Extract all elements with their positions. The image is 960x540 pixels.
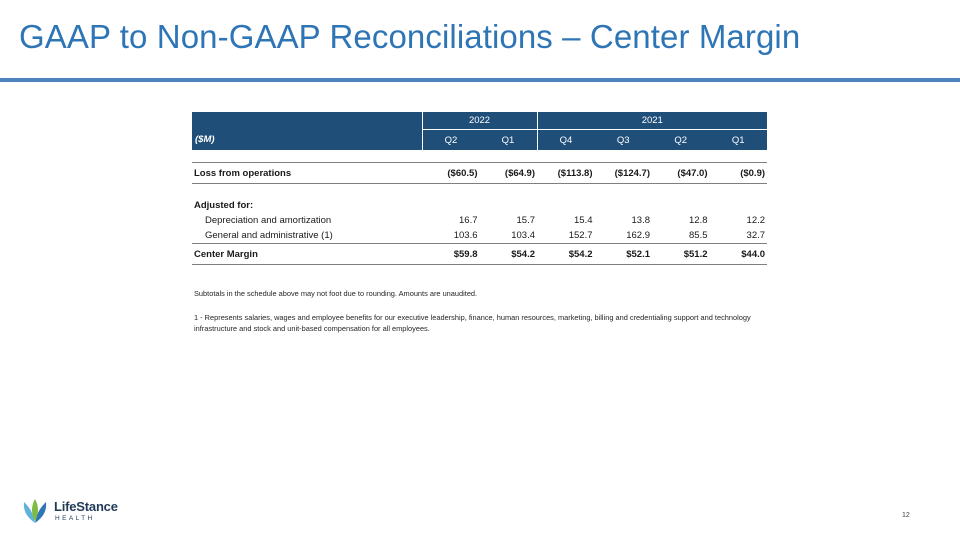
footnote-1: 1 - Represents salaries, wages and emplo… xyxy=(194,313,751,333)
cell-value: 15.7 xyxy=(516,215,536,226)
cell-value: 15.4 xyxy=(574,215,593,226)
year-2022-header: 2022 xyxy=(421,112,538,130)
cell-value: ($113.8) xyxy=(537,162,595,184)
cell-value: $54.2 xyxy=(479,243,538,265)
cell-value: $52.1 xyxy=(594,243,653,265)
cell-value: $59.8 xyxy=(422,243,480,265)
year-2021-header: 2021 xyxy=(536,112,768,130)
cell-value: 162.9 xyxy=(626,230,651,241)
cell-value: ($60.5) xyxy=(422,162,480,184)
quarter-header-row: ($M) Q2 Q1 Q4 Q3 Q2 Q1 xyxy=(192,129,768,150)
unit-label: ($M) xyxy=(192,129,422,150)
reconciliation-table: 2022 2021 ($M) Q2 Q1 Q4 Q3 Q2 Q1 Loss fr… xyxy=(192,112,768,265)
row-label: Depreciation and amortization xyxy=(205,215,332,226)
quarter-header: Q3 xyxy=(594,129,653,150)
table-row-loss-from-operations: Loss from operations ($60.5) ($64.9) ($1… xyxy=(192,162,768,184)
page-title: GAAP to Non-GAAP Reconciliations – Cente… xyxy=(19,18,801,55)
cell-value: $54.2 xyxy=(537,243,595,265)
cell-value: 13.8 xyxy=(631,215,651,226)
lifestance-leaf-icon xyxy=(23,499,47,523)
quarter-header: Q1 xyxy=(709,129,768,150)
quarter-header: Q1 xyxy=(479,129,538,150)
row-label: Loss from operations xyxy=(192,162,422,184)
cell-value: $44.0 xyxy=(709,243,768,265)
cell-value: ($64.9) xyxy=(479,162,538,184)
logo-brand-text: LifeStance xyxy=(54,499,118,514)
logo-sub-text: HEALTH xyxy=(55,515,95,522)
cell-value: 32.7 xyxy=(746,230,766,241)
rounding-note: Subtotals in the schedule above may not … xyxy=(194,289,478,298)
cell-value: 16.7 xyxy=(459,215,478,226)
cell-value: 103.4 xyxy=(511,230,536,241)
quarter-header: Q2 xyxy=(652,129,710,150)
adjusted-for-row: Adjusted for: xyxy=(192,198,767,213)
page-number: 12 xyxy=(902,512,910,519)
adjusted-for-label: Adjusted for: xyxy=(194,200,254,211)
quarter-header: Q4 xyxy=(536,129,595,150)
year-header-row: 2022 2021 xyxy=(192,112,768,130)
table-row-general-administrative: General and administrative (1) 103.6 103… xyxy=(192,228,767,244)
lifestance-logo: LifeStance HEALTH xyxy=(20,496,130,526)
title-divider xyxy=(0,78,960,82)
cell-value: 152.7 xyxy=(568,230,593,241)
cell-value: 103.6 xyxy=(453,230,478,241)
cell-value: 85.5 xyxy=(689,230,708,241)
cell-value: ($0.9) xyxy=(709,162,768,184)
cell-value: ($47.0) xyxy=(652,162,710,184)
table-row-depreciation: Depreciation and amortization 16.7 15.7 … xyxy=(192,213,767,228)
cell-value: $51.2 xyxy=(652,243,710,265)
cell-value: 12.8 xyxy=(689,215,708,226)
cell-value: 12.2 xyxy=(746,215,766,226)
cell-value: ($124.7) xyxy=(594,162,653,184)
row-label: Center Margin xyxy=(192,243,422,265)
quarter-header: Q2 xyxy=(421,129,480,150)
table-row-center-margin: Center Margin $59.8 $54.2 $54.2 $52.1 $5… xyxy=(192,243,768,265)
row-label: General and administrative (1) xyxy=(205,230,333,241)
